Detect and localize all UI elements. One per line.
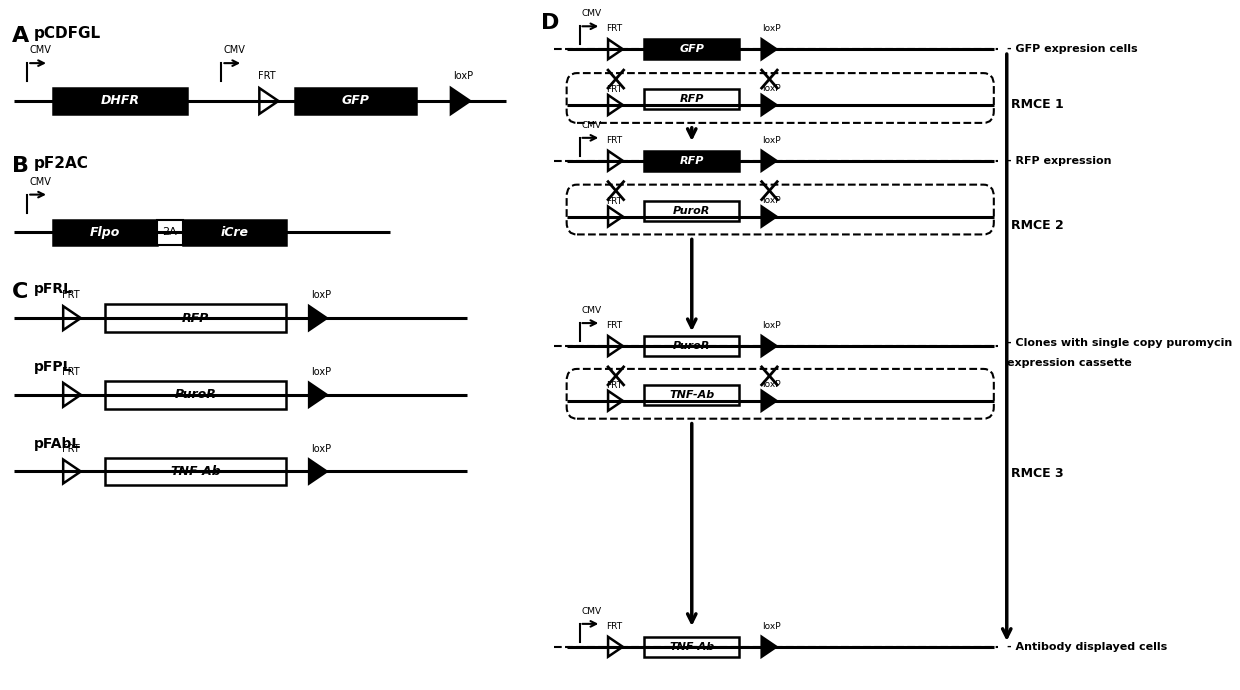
Text: FRT: FRT [606, 136, 622, 145]
Bar [105, 304, 286, 332]
Polygon shape [63, 460, 81, 484]
Text: - RFP expression: - RFP expression [1007, 156, 1111, 166]
Polygon shape [761, 336, 776, 356]
Text: GFP: GFP [341, 95, 370, 108]
Text: B: B [11, 156, 29, 176]
Text: FRT: FRT [62, 290, 79, 300]
Text: CMV: CMV [223, 45, 246, 55]
Text: TNF-Ab: TNF-Ab [670, 390, 714, 400]
Text: RFP: RFP [182, 312, 210, 324]
Polygon shape [761, 151, 776, 170]
Bar [105, 457, 286, 486]
Text: loxP: loxP [453, 71, 474, 81]
Text: PuroR: PuroR [673, 341, 711, 351]
Text: FRT: FRT [606, 24, 622, 33]
Text: CMV: CMV [582, 10, 601, 19]
Text: FRT: FRT [62, 444, 79, 453]
Text: A: A [11, 26, 29, 46]
Text: CMV: CMV [582, 607, 601, 616]
Polygon shape [761, 206, 776, 226]
Text: - GFP expresion cells: - GFP expresion cells [1007, 44, 1137, 55]
Bar [645, 89, 739, 109]
Text: loxP: loxP [761, 195, 780, 204]
Polygon shape [63, 306, 81, 330]
Text: FRT: FRT [606, 622, 622, 631]
Bar [645, 637, 739, 657]
Text: CMV: CMV [582, 306, 601, 315]
Text: CMV: CMV [29, 45, 51, 55]
Text: PuroR: PuroR [673, 206, 711, 215]
Text: PuroR: PuroR [175, 388, 217, 402]
Text: - Clones with single copy puromycin: - Clones with single copy puromycin [1007, 338, 1233, 348]
Polygon shape [608, 637, 622, 657]
Text: - Antibody displayed cells: - Antibody displayed cells [1007, 642, 1167, 652]
Text: pF2AC: pF2AC [35, 156, 89, 170]
Text: loxP: loxP [761, 622, 780, 631]
Text: loxP: loxP [311, 290, 331, 300]
Text: expression cassette: expression cassette [1007, 358, 1132, 368]
Bar [645, 201, 739, 221]
Polygon shape [761, 391, 776, 411]
Polygon shape [309, 306, 326, 330]
Text: loxP: loxP [311, 444, 331, 453]
Text: FRT: FRT [62, 367, 79, 377]
Bar [156, 219, 182, 246]
Text: pFPL: pFPL [35, 360, 73, 374]
Text: FRT: FRT [606, 197, 622, 206]
Text: RFP: RFP [680, 94, 704, 104]
Text: pFRL: pFRL [35, 282, 73, 296]
Text: CMV: CMV [29, 177, 51, 186]
Polygon shape [608, 39, 622, 59]
Bar [182, 219, 286, 246]
Text: FRT: FRT [606, 85, 622, 94]
Text: FRT: FRT [258, 71, 277, 81]
Bar [295, 88, 415, 114]
Bar [53, 219, 156, 246]
Text: DHFR: DHFR [100, 95, 140, 108]
Text: FRT: FRT [606, 381, 622, 390]
Text: pFAbL: pFAbL [35, 437, 82, 451]
Polygon shape [451, 88, 470, 114]
Bar [645, 151, 739, 170]
Bar [53, 88, 187, 114]
Text: CMV: CMV [582, 121, 601, 130]
Text: Flpo: Flpo [89, 226, 120, 239]
Text: 2A: 2A [162, 228, 177, 237]
Polygon shape [608, 336, 622, 356]
Polygon shape [761, 95, 776, 115]
Text: loxP: loxP [761, 136, 780, 145]
Text: loxP: loxP [761, 380, 780, 389]
Polygon shape [309, 460, 326, 484]
Polygon shape [259, 88, 279, 114]
Polygon shape [761, 637, 776, 657]
Bar [645, 39, 739, 59]
Polygon shape [63, 383, 81, 406]
Text: RMCE 2: RMCE 2 [1011, 219, 1064, 232]
Text: FRT: FRT [606, 321, 622, 330]
Text: RMCE 1: RMCE 1 [1011, 99, 1064, 112]
Text: loxP: loxP [761, 84, 780, 93]
Text: loxP: loxP [761, 24, 780, 33]
Text: TNF-Ab: TNF-Ab [170, 465, 221, 478]
Text: RMCE 3: RMCE 3 [1011, 467, 1064, 480]
Text: TNF-Ab: TNF-Ab [670, 642, 714, 652]
Text: pCDFGL: pCDFGL [35, 26, 102, 41]
Text: C: C [11, 282, 29, 302]
Polygon shape [608, 95, 622, 115]
Text: GFP: GFP [680, 44, 704, 55]
Polygon shape [761, 39, 776, 59]
Polygon shape [309, 383, 326, 406]
Polygon shape [608, 151, 622, 170]
Text: D: D [541, 13, 559, 33]
Polygon shape [608, 206, 622, 226]
Polygon shape [608, 391, 622, 411]
Bar [105, 381, 286, 408]
Bar [645, 336, 739, 356]
Text: iCre: iCre [221, 226, 248, 239]
Text: RFP: RFP [680, 156, 704, 166]
Text: loxP: loxP [761, 321, 780, 330]
Text: loxP: loxP [311, 367, 331, 377]
Bar [645, 385, 739, 405]
